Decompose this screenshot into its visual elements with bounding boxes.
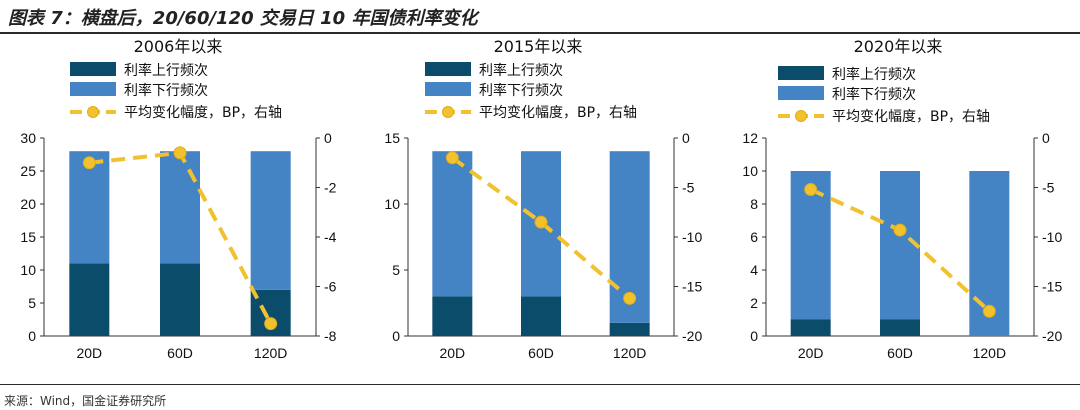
- x-tick-label: 60D: [528, 345, 554, 361]
- bar-rate-up-120D: [609, 322, 650, 336]
- right-tick-label: -4: [324, 229, 337, 245]
- right-tick-label: -20: [1042, 328, 1062, 344]
- chart-title: 2020年以来: [854, 37, 943, 56]
- point-avg-change-20D: [804, 182, 818, 196]
- bar-rate-up-60D: [160, 263, 200, 336]
- legend-marker: [442, 106, 454, 118]
- left-tick-label: 10: [384, 196, 400, 212]
- right-tick-label: -20: [682, 328, 702, 344]
- right-tick-label: 0: [324, 130, 332, 146]
- bar-rate-down-20D: [69, 151, 110, 264]
- legend-swatch-rate-up: [70, 62, 116, 76]
- legend-marker: [795, 110, 807, 122]
- bar-rate-up-60D: [521, 296, 561, 336]
- left-tick-label: 6: [750, 229, 758, 245]
- right-tick-label: -15: [1042, 279, 1062, 295]
- bar-rate-up-20D: [790, 319, 831, 336]
- legend-label-3: 平均变化幅度，BP，右轴: [479, 105, 637, 121]
- right-tick-label: -5: [1042, 180, 1055, 196]
- bar-rate-down-120D: [250, 151, 291, 290]
- left-tick-label: 0: [392, 328, 400, 344]
- legend-swatch-rate-down: [778, 86, 824, 100]
- point-avg-change-60D: [534, 215, 548, 229]
- left-tick-label: 0: [750, 328, 758, 344]
- charts-container: 2006年以来 利率上行频次 利率下行频次 平均变化幅度，BP，右轴 0 5 10 15 20 2…: [0, 34, 1080, 388]
- legend-label-2: 利率下行频次: [124, 82, 208, 99]
- legend-swatch-rate-down: [70, 82, 116, 96]
- legend-swatch-rate-up: [778, 66, 824, 80]
- left-tick-label: 4: [750, 262, 758, 278]
- legend-swatch-rate-down: [425, 82, 471, 96]
- line-avg-change: [451, 156, 631, 300]
- left-tick-label: 0: [28, 328, 36, 344]
- legend-swatch-rate-up: [425, 62, 471, 76]
- left-tick-label: 15: [20, 229, 36, 245]
- legend-label-2: 利率下行频次: [832, 86, 916, 103]
- left-tick-label: 8: [750, 196, 758, 212]
- bar-rate-down-60D: [160, 151, 200, 264]
- point-avg-change-120D: [264, 317, 278, 331]
- left-tick-label: 20: [20, 196, 36, 212]
- point-avg-change-120D: [982, 304, 996, 318]
- bar-rate-up-20D: [69, 263, 110, 336]
- right-tick-label: -8: [324, 328, 337, 344]
- x-tick-label: 20D: [439, 345, 465, 361]
- point-avg-change-60D: [893, 223, 907, 237]
- x-tick-label: 120D: [613, 345, 646, 361]
- left-tick-label: 2: [750, 295, 758, 311]
- left-tick-label: 15: [384, 130, 400, 146]
- point-avg-change-60D: [173, 146, 187, 160]
- right-tick-label: -10: [1042, 229, 1062, 245]
- left-tick-label: 25: [20, 163, 36, 179]
- left-tick-label: 5: [28, 295, 36, 311]
- chart-title: 2015年以来: [494, 37, 583, 56]
- charts-svg: 2006年以来利率上行频次利率下行频次平均变化幅度，BP，右轴051015202…: [20, 37, 1062, 361]
- x-tick-label: 60D: [887, 345, 913, 361]
- top-rule: [0, 32, 1080, 34]
- legend-label-2: 利率下行频次: [479, 82, 563, 99]
- right-tick-label: -15: [682, 279, 702, 295]
- left-tick-label: 5: [392, 262, 400, 278]
- point-avg-change-20D: [82, 156, 96, 170]
- right-tick-label: -2: [324, 180, 337, 196]
- point-avg-change-120D: [623, 291, 637, 305]
- figure-title: 图表 7：横盘后，20/60/120 交易日 10 年国债利率变化: [8, 8, 478, 29]
- bar-rate-down-60D: [880, 171, 920, 320]
- x-tick-label: 120D: [254, 345, 287, 361]
- x-tick-label: 120D: [973, 345, 1006, 361]
- chart-title: 2006年以来: [134, 37, 223, 56]
- figure-source: 来源：Wind，国金证券研究所: [4, 394, 167, 408]
- legend-label-1: 利率上行频次: [124, 62, 208, 79]
- right-tick-label: -6: [324, 279, 337, 295]
- legend-label-1: 利率上行频次: [479, 62, 563, 79]
- point-avg-change-20D: [445, 151, 459, 165]
- right-tick-label: 0: [1042, 130, 1050, 146]
- left-tick-label: 30: [20, 130, 36, 146]
- legend-label-3: 平均变化幅度，BP，右轴: [832, 109, 990, 125]
- bottom-rule: [0, 384, 1080, 385]
- x-tick-label: 20D: [76, 345, 102, 361]
- bar-rate-up-20D: [432, 296, 473, 336]
- legend-label-1: 利率上行频次: [832, 66, 916, 83]
- left-tick-label: 10: [20, 262, 36, 278]
- legend-marker: [87, 106, 99, 118]
- left-tick-label: 12: [742, 130, 758, 146]
- legend-label-3: 平均变化幅度，BP，右轴: [124, 105, 282, 121]
- left-tick-label: 10: [742, 163, 758, 179]
- bar-rate-down-20D: [432, 151, 473, 297]
- x-tick-label: 20D: [798, 345, 824, 361]
- right-tick-label: -5: [682, 180, 695, 196]
- x-tick-label: 60D: [167, 345, 193, 361]
- bar-rate-up-60D: [880, 319, 920, 336]
- right-tick-label: 0: [682, 130, 690, 146]
- right-tick-label: -10: [682, 229, 702, 245]
